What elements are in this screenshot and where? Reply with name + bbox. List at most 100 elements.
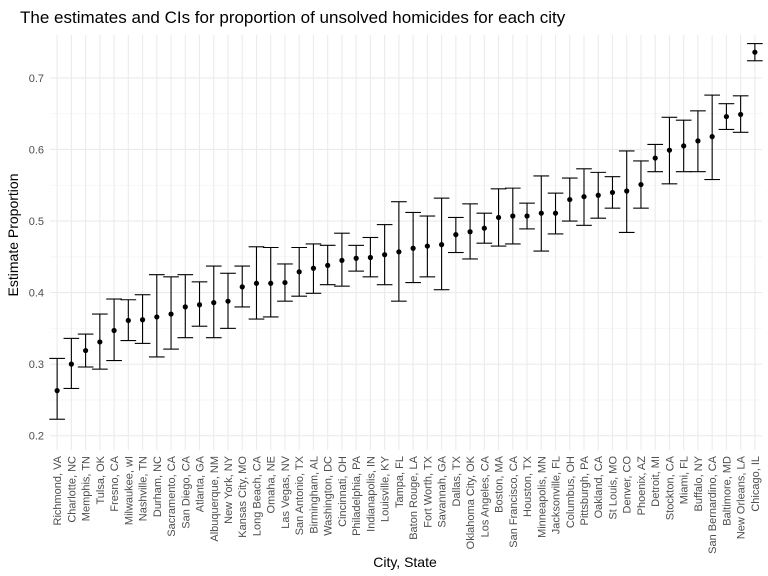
x-tick-label: Milwaukee, wI (123, 456, 135, 525)
x-tick-label: San Antonio, TX (294, 455, 306, 535)
x-tick-label: San Bernardino, CA (707, 455, 719, 553)
x-tick-label: Boston, MA (494, 455, 506, 513)
x-tick-label: Fort Worth, TX (422, 455, 434, 527)
estimate-point (97, 339, 103, 345)
estimate-point (638, 181, 644, 188)
estimate-point (624, 188, 630, 194)
x-tick-label: Oklahoma City, OK (465, 455, 477, 549)
x-tick-label: Fresno, CA (109, 455, 121, 511)
x-tick-label: Las Vegas, NV (280, 455, 292, 528)
y-tick-label: 0.2 (29, 431, 44, 443)
estimate-point (681, 143, 687, 149)
estimate-point (239, 284, 245, 290)
y-tick-label: 0.6 (29, 144, 44, 156)
estimate-point (253, 280, 260, 286)
estimate-point (695, 138, 701, 144)
estimate-point (595, 192, 601, 198)
x-tick-label: Memphis, TN (81, 456, 93, 521)
estimate-point (524, 213, 530, 219)
estimate-point (83, 347, 89, 354)
estimate-point (282, 279, 288, 286)
x-tick-label: Richmond, VA (52, 455, 64, 525)
estimate-point (709, 134, 715, 140)
estimate-point (481, 225, 487, 231)
x-tick-label: Los Angeles, CA (479, 455, 491, 537)
x-tick-label: Charlotte, NC (66, 456, 78, 523)
x-tick-label: Cincinnati, OH (337, 456, 349, 527)
estimate-point (268, 280, 274, 286)
x-tick-label: Detroit, MI (650, 456, 662, 507)
x-tick-label: New Orleans, LA (736, 455, 748, 539)
x-axis: Richmond, VA Charlotte, NC Memphis, TN Tuls… (52, 455, 762, 554)
x-tick-label: Omaha, NE (266, 456, 278, 513)
estimate-point (296, 269, 302, 275)
estimate-point (396, 249, 402, 255)
estimate-point (139, 317, 146, 323)
y-axis: 0.2 0.3 0.4 0.5 0.6 0.7 (29, 73, 44, 443)
estimate-point (652, 155, 658, 161)
x-tick-label: Baton Rouge, LA (408, 455, 420, 539)
x-tick-label: Jacksonville, FL (551, 456, 563, 534)
x-tick-label: Tampa, FL (394, 456, 406, 508)
x-tick-label: Dallas, TX (451, 455, 463, 506)
estimate-point (211, 300, 217, 306)
x-tick-label: Atlanta, GA (195, 455, 207, 512)
estimate-point (353, 255, 359, 261)
x-tick-label: Baltimore, MD (721, 456, 733, 526)
estimate-point (552, 210, 559, 216)
x-tick-label: Louisville, KY (380, 455, 392, 522)
estimate-point (339, 257, 345, 263)
estimate-point (154, 314, 160, 320)
x-tick-label: Buffalo, NY (693, 455, 705, 511)
estimate-point (567, 196, 573, 203)
x-tick-label: San Diego, CA (180, 455, 192, 528)
y-tick-label: 0.3 (29, 359, 44, 371)
estimate-point (325, 262, 331, 268)
estimate-point (225, 298, 231, 304)
x-tick-label: Washington, DC (323, 456, 335, 536)
estimate-point (738, 111, 744, 118)
estimate-point (752, 49, 758, 55)
x-tick-label: Pittsburgh, PA (579, 455, 591, 525)
x-tick-label: Long Beach, CA (251, 455, 263, 536)
estimate-point (310, 265, 317, 271)
x-tick-label: Oakland, CA (593, 455, 605, 518)
estimate-point (382, 252, 388, 258)
estimate-point (424, 243, 430, 249)
estimate-point (68, 361, 74, 367)
x-tick-label: Stockton, CA (664, 455, 676, 520)
estimate-point (467, 229, 473, 235)
x-tick-label: Birmingham, AL (308, 456, 320, 534)
estimate-point (196, 302, 203, 308)
x-tick-label: San Francisco, CA (508, 455, 520, 547)
y-tick-label: 0.4 (29, 288, 44, 300)
x-tick-label: Phoenix, AZ (636, 456, 648, 516)
estimate-point (666, 147, 673, 153)
estimate-point (538, 210, 544, 216)
x-tick-label: Tulsa, OK (95, 455, 107, 504)
x-tick-label: Nashville, TN (138, 456, 150, 521)
estimate-point (54, 388, 60, 394)
estimate-point (453, 232, 459, 238)
x-tick-label: Minneapolis, MN (536, 456, 548, 538)
x-tick-label: Philadelphia, PA (351, 455, 363, 536)
x-tick-label: Albuquerque, NM (209, 456, 221, 542)
y-tick-label: 0.5 (29, 216, 44, 228)
x-tick-label: Columbus, OH (565, 456, 577, 528)
x-tick-label: New York, NY (223, 455, 235, 524)
estimate-point (125, 317, 131, 324)
x-tick-label: Indianapolis, IN (365, 456, 377, 532)
estimate-point (581, 194, 587, 200)
plot-marks (49, 43, 763, 420)
estimate-point (510, 213, 516, 219)
estimate-point (111, 327, 117, 334)
estimate-point (168, 311, 174, 317)
estimate-point (182, 304, 188, 310)
x-axis-title: City, State (373, 554, 437, 570)
estimate-point (410, 245, 416, 251)
x-tick-label: Denver, CO (622, 456, 634, 514)
chart-title: The estimates and CIs for proportion of … (20, 8, 566, 27)
x-tick-label: Sacramento, CA (166, 455, 178, 536)
x-tick-label: Kansas City, MO (237, 456, 249, 538)
